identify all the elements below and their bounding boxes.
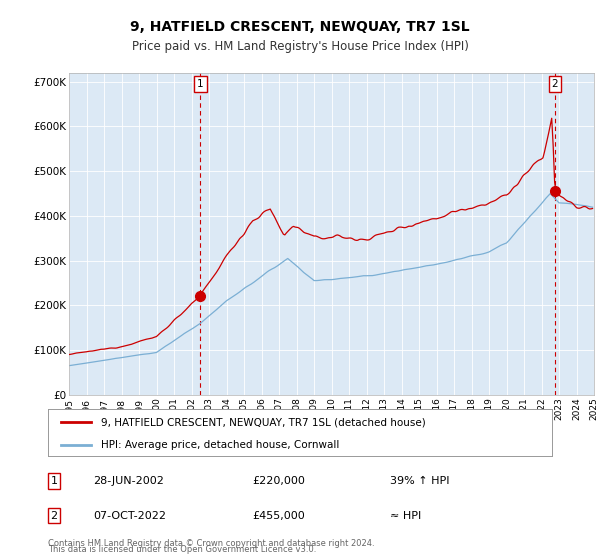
Text: Contains HM Land Registry data © Crown copyright and database right 2024.: Contains HM Land Registry data © Crown c… xyxy=(48,539,374,548)
Text: £220,000: £220,000 xyxy=(252,476,305,486)
Text: Price paid vs. HM Land Registry's House Price Index (HPI): Price paid vs. HM Land Registry's House … xyxy=(131,40,469,53)
Text: 39% ↑ HPI: 39% ↑ HPI xyxy=(390,476,449,486)
Text: 9, HATFIELD CRESCENT, NEWQUAY, TR7 1SL: 9, HATFIELD CRESCENT, NEWQUAY, TR7 1SL xyxy=(130,20,470,34)
Text: 1: 1 xyxy=(197,79,203,89)
Text: 1: 1 xyxy=(50,476,58,486)
Text: 2: 2 xyxy=(50,511,58,521)
Text: 9, HATFIELD CRESCENT, NEWQUAY, TR7 1SL (detached house): 9, HATFIELD CRESCENT, NEWQUAY, TR7 1SL (… xyxy=(101,417,425,427)
Text: £455,000: £455,000 xyxy=(252,511,305,521)
Text: 07-OCT-2022: 07-OCT-2022 xyxy=(93,511,166,521)
Text: 2: 2 xyxy=(551,79,558,89)
Text: ≈ HPI: ≈ HPI xyxy=(390,511,421,521)
Text: HPI: Average price, detached house, Cornwall: HPI: Average price, detached house, Corn… xyxy=(101,440,339,450)
Text: 28-JUN-2002: 28-JUN-2002 xyxy=(93,476,164,486)
Text: This data is licensed under the Open Government Licence v3.0.: This data is licensed under the Open Gov… xyxy=(48,545,316,554)
